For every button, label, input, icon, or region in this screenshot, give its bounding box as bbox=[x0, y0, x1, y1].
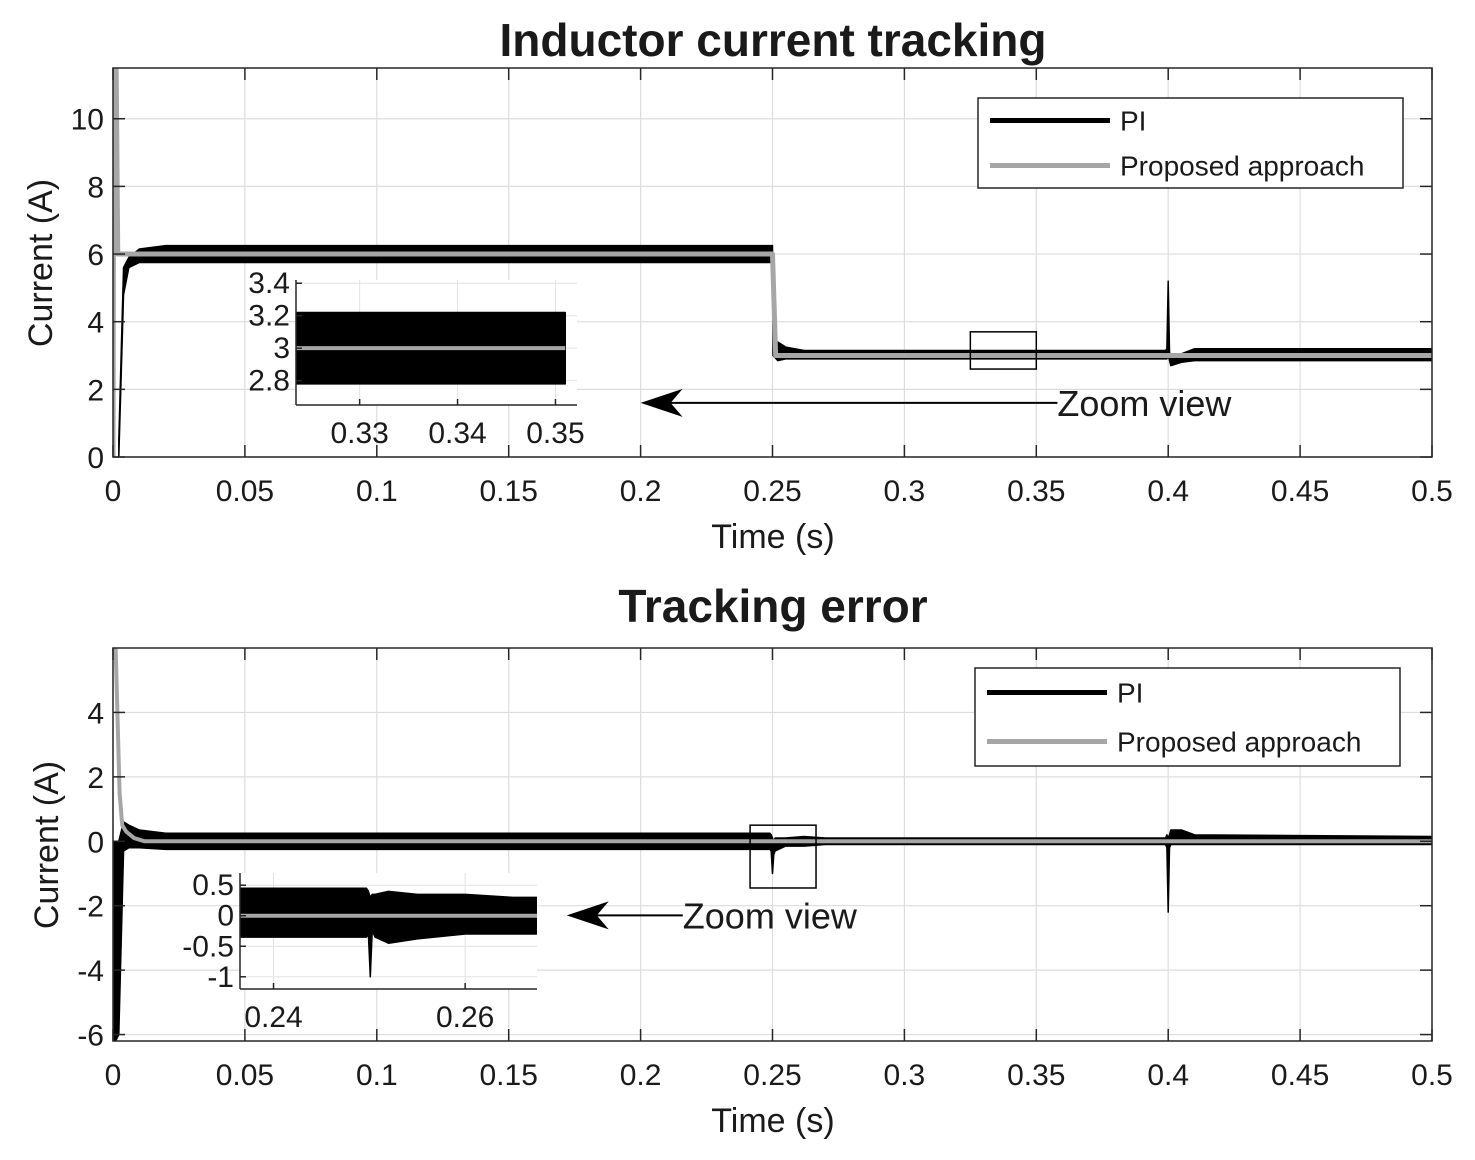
x-tick-label: 0.5 bbox=[1411, 1059, 1453, 1092]
x-axis-label: Time (s) bbox=[711, 1102, 834, 1140]
x-tick-label: 0.05 bbox=[216, 1059, 274, 1092]
y-tick-label: 8 bbox=[87, 171, 104, 204]
ticks: 0 0.05 0.1 0.15 0.2 0.25 0.3 0.35 0.4 0.45 0.5 -6 -4… bbox=[77, 648, 1453, 1092]
x-tick-label: 0.5 bbox=[1411, 475, 1453, 508]
inset-series-group bbox=[296, 311, 567, 385]
annotation-text: Zoom view bbox=[1057, 383, 1232, 424]
ticks: 0 0.05 0.1 0.15 0.2 0.25 0.3 0.35 0.4 0.45 0.5 0 2 4 6… bbox=[71, 68, 1453, 508]
inset-y-tick-label: -0.5 bbox=[182, 930, 234, 963]
x-tick-label: 0.35 bbox=[1007, 475, 1065, 508]
x-tick-label: 0.1 bbox=[356, 1059, 398, 1092]
chart-title: Inductor current tracking bbox=[500, 14, 1047, 66]
x-tick-label: 0.25 bbox=[743, 1059, 801, 1092]
zoom-region-box bbox=[969, 331, 1038, 370]
y-tick-label: 4 bbox=[87, 307, 104, 340]
series-group bbox=[113, 648, 1432, 1041]
x-tick-label: 0.3 bbox=[884, 475, 926, 508]
inset-y-tick-label: 3 bbox=[273, 332, 290, 365]
inset-x-tick-label: 0.24 bbox=[244, 1001, 302, 1034]
x-tick-label: 0.2 bbox=[620, 1059, 662, 1092]
y-tick-label: 2 bbox=[87, 762, 104, 795]
chart-inductor-current-tracking: Inductor current tracking Time (s) Curre… bbox=[22, 14, 1453, 556]
inset-y-tick-label: 3.2 bbox=[248, 300, 290, 333]
y-tick-label: 4 bbox=[87, 697, 104, 730]
y-tick-label: 10 bbox=[71, 104, 104, 137]
y-tick-label: -4 bbox=[77, 955, 104, 988]
y-axis-label: Current (A) bbox=[22, 179, 60, 347]
series-proposed-approach-line bbox=[113, 648, 1432, 844]
x-tick-label: 0.15 bbox=[480, 1059, 538, 1092]
zoom-annotation: Zoom view bbox=[640, 383, 1232, 424]
inset-y-tick-label: 0.5 bbox=[192, 869, 234, 902]
y-axis-label: Current (A) bbox=[28, 761, 66, 929]
x-tick-label: 0.4 bbox=[1147, 475, 1189, 508]
x-tick-label: 0.15 bbox=[480, 475, 538, 508]
x-tick-label: 0 bbox=[105, 475, 122, 508]
inset-x-tick-label: 0.33 bbox=[330, 417, 388, 450]
y-tick-label: 0 bbox=[87, 442, 104, 475]
legend-box bbox=[977, 97, 1404, 189]
legend: PI Proposed approach bbox=[977, 97, 1404, 189]
inset-x-tick-label: 0.26 bbox=[436, 1001, 494, 1034]
x-tick-label: 0.1 bbox=[356, 475, 398, 508]
legend: PI Proposed approach bbox=[974, 667, 1401, 767]
zoom-annotation: Zoom view bbox=[566, 895, 858, 936]
annotation-text: Zoom view bbox=[683, 895, 858, 936]
chart-tracking-error: Tracking error Time (s) Current (A) 0 0.0… bbox=[28, 580, 1453, 1140]
inset-x-tick-label: 0.35 bbox=[526, 417, 584, 450]
legend-label-pi: PI bbox=[1120, 106, 1146, 137]
inset-y-tick-label: -1 bbox=[207, 961, 234, 994]
inset-y-tick-label: 3.4 bbox=[248, 267, 290, 300]
x-tick-label: 0 bbox=[105, 1059, 122, 1092]
inset-series-pi-band bbox=[240, 887, 537, 978]
y-tick-label: 2 bbox=[87, 374, 104, 407]
x-tick-label: 0.25 bbox=[743, 475, 801, 508]
legend-label-proposed-approach: Proposed approach bbox=[1117, 727, 1361, 758]
y-tick-label: -2 bbox=[77, 891, 104, 924]
x-tick-label: 0.4 bbox=[1147, 1059, 1189, 1092]
zoom-region-box bbox=[749, 824, 817, 889]
y-tick-label: 6 bbox=[87, 239, 104, 272]
inset-series-group bbox=[240, 887, 537, 978]
x-tick-label: 0.35 bbox=[1007, 1059, 1065, 1092]
y-tick-label: 0 bbox=[87, 826, 104, 859]
x-tick-label: 0.45 bbox=[1271, 1059, 1329, 1092]
x-tick-label: 0.45 bbox=[1271, 475, 1329, 508]
series-pi-band bbox=[113, 821, 1432, 1041]
legend-box bbox=[974, 667, 1401, 767]
legend-label-pi: PI bbox=[1117, 678, 1143, 709]
inset-x-tick-label: 0.34 bbox=[428, 417, 486, 450]
legend-label-proposed-approach: Proposed approach bbox=[1120, 151, 1364, 182]
arrow-head bbox=[640, 388, 683, 417]
inset-axes: 0.24 0.26 -1-0.500.5 bbox=[182, 869, 537, 1034]
inset-axes: 0.33 0.34 0.35 2.833.23.4 bbox=[248, 267, 584, 450]
x-axis-label: Time (s) bbox=[711, 518, 834, 556]
x-tick-label: 0.05 bbox=[216, 475, 274, 508]
x-tick-label: 0.2 bbox=[620, 475, 662, 508]
inset-y-tick-label: 2.8 bbox=[248, 365, 290, 398]
inset-y-tick-label: 0 bbox=[217, 900, 234, 933]
chart-title: Tracking error bbox=[618, 580, 927, 632]
y-tick-label: -6 bbox=[77, 1020, 104, 1053]
arrow-head bbox=[566, 901, 609, 930]
x-tick-label: 0.3 bbox=[884, 1059, 926, 1092]
